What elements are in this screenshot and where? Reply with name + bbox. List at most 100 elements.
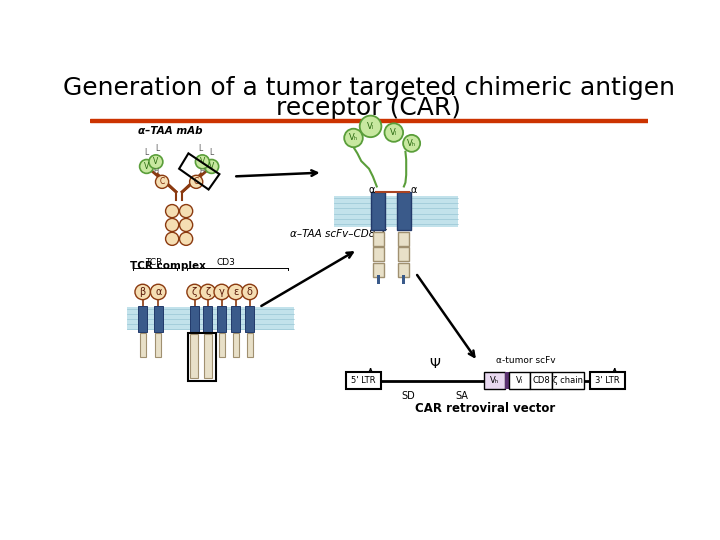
Circle shape (344, 129, 363, 147)
Text: L: L (199, 144, 203, 153)
Text: γ: γ (219, 287, 225, 297)
Bar (127, 307, 294, 330)
Bar (204, 334, 212, 378)
Bar (246, 333, 253, 357)
Circle shape (200, 284, 215, 300)
Bar (155, 333, 161, 357)
Text: Generation of a tumor targeted chimeric antigen: Generation of a tumor targeted chimeric … (63, 76, 675, 100)
Circle shape (204, 159, 219, 173)
Bar (530, 372, 552, 389)
Text: α-tumor scFv: α-tumor scFv (496, 356, 555, 365)
Text: SA: SA (456, 392, 469, 401)
Bar (219, 333, 225, 357)
Bar (377, 275, 380, 284)
Circle shape (242, 284, 258, 300)
Circle shape (228, 284, 243, 300)
Circle shape (166, 205, 179, 218)
Bar (398, 262, 409, 276)
Bar (505, 372, 508, 389)
Bar (90, 119, 648, 122)
Bar (217, 306, 226, 332)
Bar (372, 192, 385, 231)
Text: TCR complex: TCR complex (130, 261, 206, 271)
Bar (231, 306, 240, 332)
Text: SD: SD (401, 392, 415, 401)
Text: δ: δ (247, 287, 253, 297)
Circle shape (156, 176, 168, 188)
Text: V: V (153, 157, 158, 166)
Text: Vₕ: Vₕ (407, 139, 416, 148)
Circle shape (403, 135, 420, 152)
Circle shape (189, 176, 203, 188)
Text: H: H (153, 168, 158, 174)
Text: Vₕ: Vₕ (349, 133, 358, 143)
Text: L: L (210, 148, 214, 157)
Circle shape (187, 284, 202, 300)
Bar (233, 333, 239, 357)
Text: H: H (199, 168, 205, 174)
Text: L: L (156, 144, 160, 153)
Circle shape (166, 218, 179, 232)
Circle shape (179, 218, 193, 232)
Text: Vₗ: Vₗ (390, 128, 397, 137)
Bar (590, 372, 625, 389)
Text: L: L (145, 148, 149, 157)
Bar (140, 333, 145, 357)
Circle shape (214, 284, 230, 300)
Circle shape (179, 205, 193, 218)
Text: ζ: ζ (192, 287, 197, 297)
Text: CD3: CD3 (216, 258, 235, 267)
Bar (508, 372, 530, 389)
Bar (398, 232, 409, 246)
Text: V: V (209, 162, 215, 171)
Text: TCR: TCR (145, 258, 162, 267)
Text: C: C (194, 177, 199, 186)
Text: receptor (CAR): receptor (CAR) (276, 96, 462, 119)
Text: 3' LTR: 3' LTR (595, 376, 619, 385)
Text: α–TAA mAb: α–TAA mAb (138, 126, 202, 137)
Circle shape (150, 284, 166, 300)
Circle shape (140, 159, 153, 173)
Circle shape (384, 123, 403, 142)
Bar (552, 372, 585, 389)
Bar (190, 334, 198, 378)
Text: CAR retroviral vector: CAR retroviral vector (415, 402, 555, 415)
Bar (398, 247, 409, 261)
Bar (484, 372, 505, 389)
Text: ζ chain: ζ chain (553, 376, 583, 385)
Text: Vₗ: Vₗ (516, 376, 523, 385)
Circle shape (166, 232, 179, 245)
Bar (245, 306, 254, 332)
Text: Vₗ: Vₗ (367, 122, 374, 131)
Circle shape (195, 155, 210, 168)
Text: C: C (159, 177, 165, 186)
Bar (373, 262, 384, 276)
Circle shape (179, 232, 193, 245)
Bar (397, 192, 411, 231)
Circle shape (149, 155, 163, 168)
Text: Vₕ: Vₕ (490, 376, 499, 385)
Bar (188, 333, 215, 381)
Circle shape (360, 116, 382, 137)
Text: α–TAA scFv–CD8–ζ: α–TAA scFv–CD8–ζ (290, 229, 386, 239)
Bar (203, 306, 212, 332)
Text: V: V (199, 157, 205, 166)
Bar (373, 247, 384, 261)
Text: Ψ: Ψ (429, 357, 441, 372)
Text: ζ: ζ (205, 287, 210, 297)
Bar (153, 306, 163, 332)
Bar (346, 372, 381, 389)
Text: α: α (410, 185, 416, 194)
Text: V: V (144, 162, 149, 171)
Bar (334, 195, 458, 226)
Bar (138, 306, 148, 332)
Bar (373, 232, 384, 246)
Text: ε: ε (233, 287, 238, 297)
Text: α: α (155, 287, 161, 297)
Text: α: α (368, 185, 374, 194)
Text: CD8: CD8 (532, 376, 550, 385)
Circle shape (135, 284, 150, 300)
Text: β: β (140, 287, 146, 297)
Bar (402, 275, 405, 284)
Bar (190, 306, 199, 332)
